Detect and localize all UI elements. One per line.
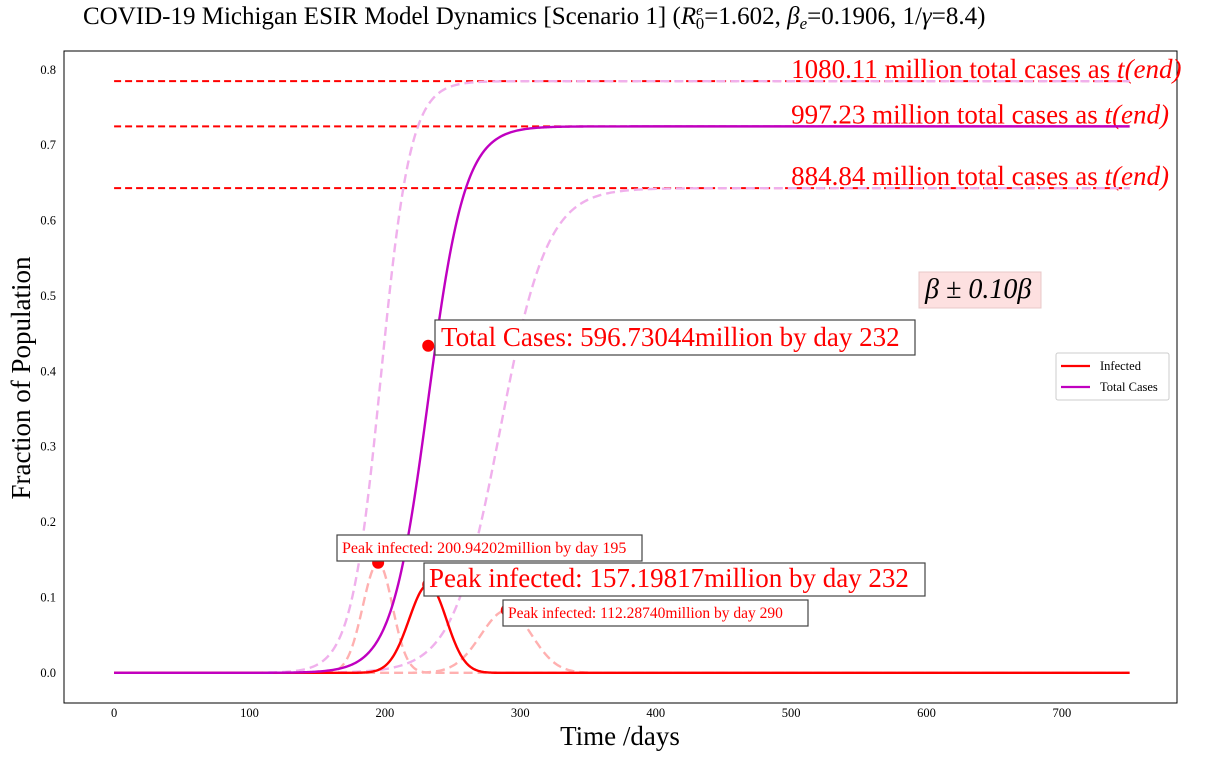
x-tick-label: 600 xyxy=(917,706,936,720)
y-tick-label: 0.3 xyxy=(40,440,56,454)
x-tick-label: 0 xyxy=(111,706,117,720)
svg-text:COVID-19 Michigan ESIR Model D: COVID-19 Michigan ESIR Model Dynamics [S… xyxy=(83,3,985,33)
x-tick-label: 400 xyxy=(646,706,665,720)
chart-title: COVID-19 Michigan ESIR Model Dynamics [S… xyxy=(83,3,985,33)
x-axis-label: Time /days xyxy=(560,721,680,751)
svg-text:β ± 0.10β: β ± 0.10β xyxy=(924,274,1031,305)
hline-label: 997.23 million total cases as t(end) xyxy=(791,99,1169,129)
y-tick-label: 0.4 xyxy=(40,364,56,378)
y-tick-label: 0.2 xyxy=(40,515,56,529)
x-tick-label: 300 xyxy=(511,706,530,720)
x-tick-label: 100 xyxy=(240,706,259,720)
y-tick-label: 0.0 xyxy=(40,666,56,680)
x-tick-label: 500 xyxy=(782,706,801,720)
x-tick-label: 700 xyxy=(1053,706,1072,720)
y-tick-label: 0.8 xyxy=(40,63,56,77)
total-cases-line xyxy=(114,125,1130,675)
svg-text:Total Cases: 596.73044million: Total Cases: 596.73044million by day 232 xyxy=(441,322,900,352)
legend: Infected Total Cases xyxy=(1055,352,1170,401)
legend-infected-label: Infected xyxy=(1100,359,1142,373)
x-tick-label: 200 xyxy=(376,706,395,720)
hline-label: 1080.11 million total cases as t(end) xyxy=(791,54,1181,84)
svg-text:Peak infected: 200.94202millio: Peak infected: 200.94202million by day 1… xyxy=(342,540,626,557)
y-axis-label: Fraction of Population xyxy=(6,256,36,499)
svg-text:Peak infected: 112.28740millio: Peak infected: 112.28740million by day 2… xyxy=(508,605,783,622)
peak-low-annotation: Peak infected: 112.28740million by day 2… xyxy=(502,599,809,627)
legend-total-label: Total Cases xyxy=(1100,380,1158,394)
beta-range-box: β ± 0.10β xyxy=(918,271,1042,309)
y-tick-label: 0.1 xyxy=(40,590,56,604)
marker-point xyxy=(422,339,435,352)
hline-label: 884.84 million total cases as t(end) xyxy=(791,161,1169,191)
plot-frame xyxy=(63,50,1178,704)
peak-high-annotation: Peak infected: 200.94202million by day 1… xyxy=(336,534,643,562)
peak-main-annotation: Peak infected: 157.19817million by day 2… xyxy=(423,562,926,597)
y-tick-label: 0.7 xyxy=(40,138,56,152)
y-tick-label: 0.6 xyxy=(40,214,56,228)
y-tick-label: 0.5 xyxy=(40,289,56,303)
svg-text:Peak infected: 157.19817millio: Peak infected: 157.19817million by day 2… xyxy=(429,563,909,593)
infected-line xyxy=(114,583,1130,675)
total-cases-annotation: Total Cases: 596.73044million by day 232 xyxy=(434,319,916,356)
